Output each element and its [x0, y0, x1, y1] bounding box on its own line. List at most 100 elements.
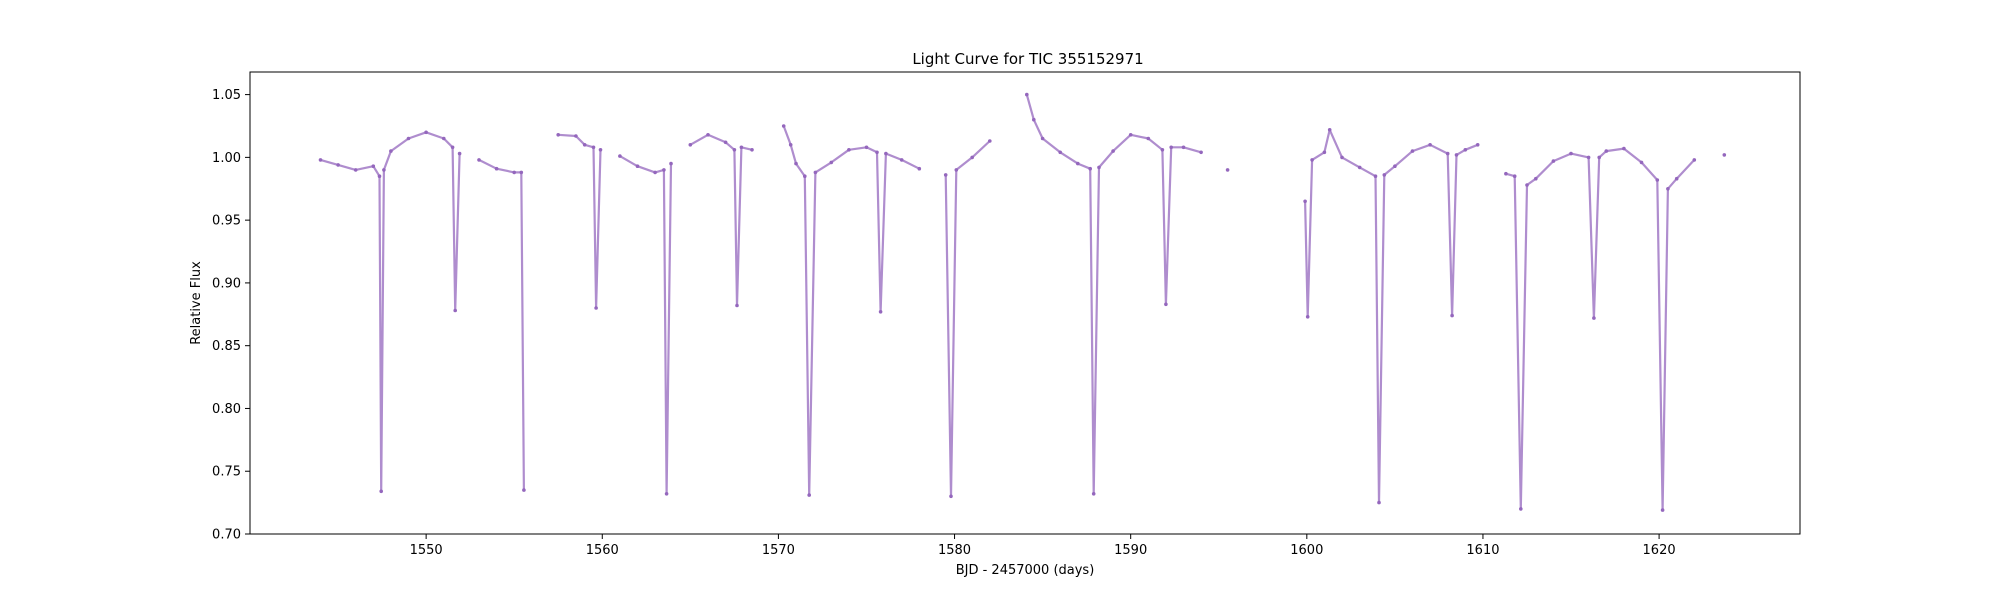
data-point [917, 166, 922, 171]
data-point [1660, 508, 1665, 512]
data-point [1655, 178, 1660, 182]
y-tick-label: 1.00 [212, 151, 241, 166]
data-point [582, 143, 587, 147]
y-axis: 0.70 0.75 0.80 0.85 0.90 0.95 1.00 1.05 [212, 88, 250, 543]
data-point [574, 134, 578, 138]
series-trace [1505, 147, 1696, 512]
data-point [1504, 171, 1508, 176]
data-point [794, 161, 798, 166]
data-point [1097, 165, 1101, 170]
y-tick-label: 0.70 [212, 528, 241, 543]
data-point [477, 158, 481, 162]
series-trace [320, 131, 461, 493]
chart-title: Light Curve for TIC 355152971 [912, 50, 1143, 68]
data-point [706, 133, 710, 137]
data-point [884, 151, 888, 156]
data-point [1025, 92, 1029, 97]
data-point [847, 148, 851, 152]
series-trace [558, 133, 602, 310]
data-point [379, 489, 384, 494]
y-axis-label: Relative Flux [189, 261, 204, 345]
x-tick-label: 1600 [1290, 543, 1323, 558]
data-point [1450, 313, 1454, 318]
data-point [453, 308, 458, 313]
data-point [318, 158, 323, 162]
y-tick-label: 0.75 [212, 465, 241, 480]
series-trace [782, 125, 920, 497]
data-point [1592, 316, 1596, 320]
data-point [1512, 174, 1517, 178]
data-point [875, 150, 879, 155]
data-point [1164, 302, 1168, 307]
y-tick-label: 0.90 [212, 276, 241, 291]
data-point [750, 148, 754, 152]
data-point [1181, 145, 1186, 150]
y-tick-label: 0.95 [212, 214, 241, 229]
data-point [556, 133, 560, 137]
data-point [519, 170, 524, 175]
data-point [1692, 158, 1697, 162]
data-point [723, 140, 728, 145]
data-point [1357, 165, 1362, 170]
x-axis: 1550 1560 1570 1580 1590 1600 1610 1620 [410, 534, 1676, 558]
data-point [1032, 117, 1036, 122]
data-point [864, 145, 869, 150]
data-layer [318, 92, 1727, 512]
data-point [1146, 136, 1151, 141]
data-point [1639, 160, 1644, 165]
data-point [494, 166, 499, 171]
data-point [988, 139, 992, 143]
data-point [949, 494, 953, 499]
y-tick-label: 0.85 [212, 339, 241, 354]
data-point [1169, 145, 1173, 150]
data-point [635, 164, 640, 168]
x-tick-label: 1610 [1466, 543, 1499, 558]
data-point [371, 164, 376, 168]
data-point [353, 168, 358, 172]
data-point [1225, 168, 1230, 172]
data-point [1525, 183, 1529, 187]
data-point [878, 310, 883, 314]
data-point [1310, 158, 1314, 162]
y-tick-label: 1.05 [212, 88, 241, 103]
data-point [1091, 492, 1096, 496]
data-point [1160, 148, 1165, 152]
series-trace [1025, 94, 1202, 495]
data-point [382, 168, 386, 172]
data-point [1303, 199, 1307, 204]
data-point [424, 130, 428, 135]
data-point [899, 158, 904, 162]
data-point [653, 170, 657, 175]
data-point [1058, 150, 1062, 155]
data-point [1393, 164, 1397, 168]
data-point [591, 145, 596, 150]
y-tick-label: 0.80 [212, 402, 241, 417]
data-point [1327, 128, 1332, 132]
data-point [1674, 176, 1679, 181]
data-point [594, 306, 598, 310]
data-point [1111, 149, 1115, 153]
data-point [1373, 174, 1378, 178]
data-point [970, 155, 974, 160]
data-point [522, 488, 526, 492]
data-point [829, 160, 834, 165]
data-point [389, 149, 393, 153]
data-point [1322, 150, 1327, 155]
data-point [1382, 173, 1387, 177]
data-point [1569, 151, 1573, 156]
data-point [1666, 187, 1670, 191]
data-point [1454, 153, 1459, 157]
data-point [1305, 315, 1310, 319]
data-point [954, 168, 959, 172]
data-point [406, 136, 411, 141]
series-trace [619, 155, 673, 495]
data-point [1377, 500, 1381, 505]
data-point [1445, 151, 1450, 156]
data-point [739, 145, 744, 150]
data-point [457, 151, 462, 156]
data-point [662, 168, 666, 172]
data-point [1040, 136, 1045, 141]
x-tick-label: 1560 [586, 543, 619, 558]
data-point [1340, 155, 1344, 160]
